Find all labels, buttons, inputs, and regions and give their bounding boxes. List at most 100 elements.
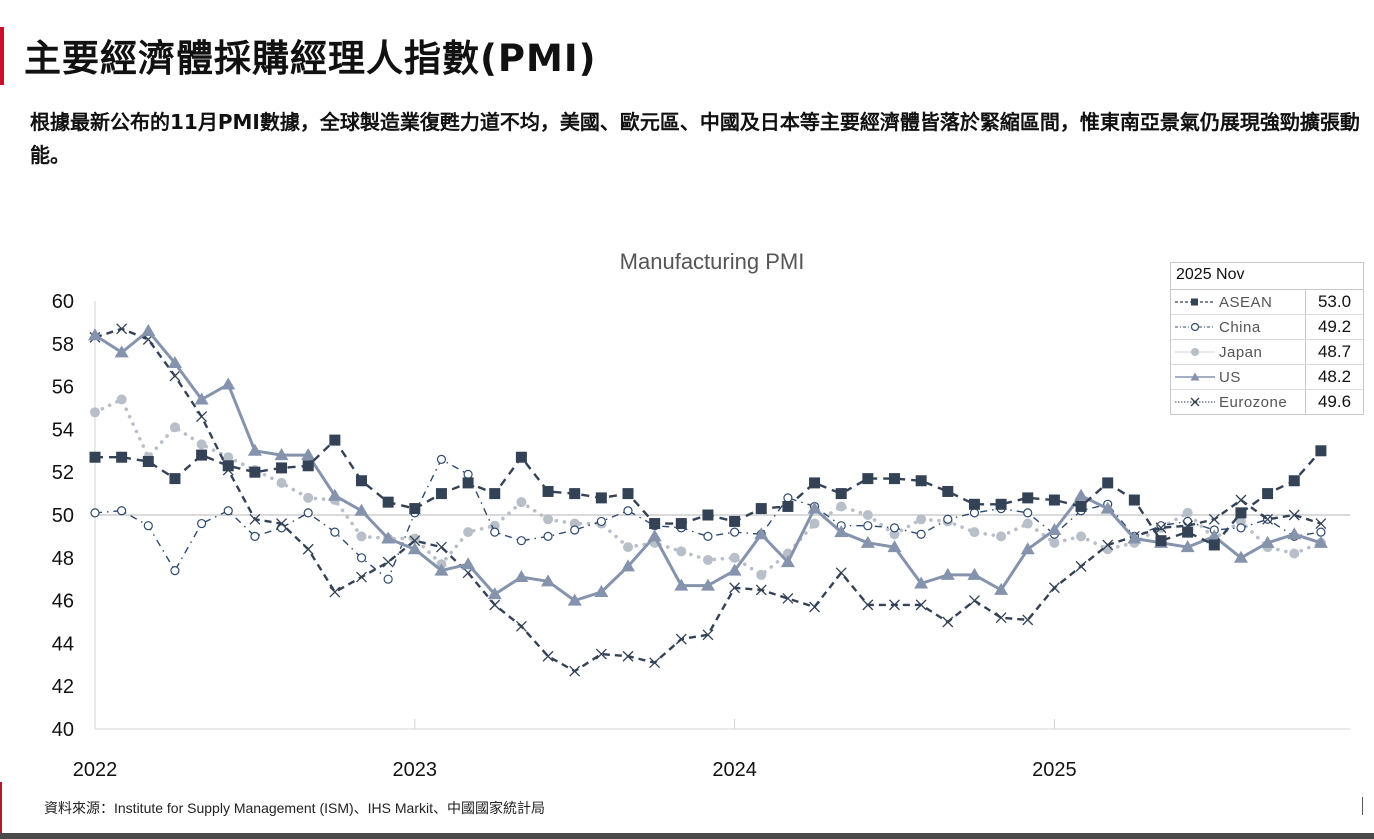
data-point-japan: [702, 554, 713, 565]
data-point-china: [943, 514, 953, 524]
legend-label: Japan: [1219, 343, 1263, 361]
data-point-asean: [89, 451, 101, 463]
data-point-asean: [435, 488, 447, 500]
series-line-eurozone: [94, 327, 1322, 673]
data-point-us: [1313, 535, 1328, 548]
data-point-japan: [409, 533, 420, 544]
summary-text: 根據最新公布的11月PMI數據，全球製造業復甦力道不均，美國、歐元區、中國及日本…: [30, 110, 1360, 167]
data-point-us: [514, 570, 529, 583]
data-point-japan: [836, 501, 847, 512]
data-point-japan: [996, 531, 1007, 542]
data-point-eurozone: [968, 595, 980, 607]
data-point-eurozone: [1262, 513, 1274, 525]
data-point-asean: [622, 488, 634, 500]
data-point-us: [381, 531, 396, 544]
data-point-asean: [542, 485, 554, 497]
data-point-japan: [1235, 516, 1246, 527]
data-point-eurozone: [995, 612, 1007, 624]
legend-value: 49.6: [1305, 390, 1363, 414]
data-point-eurozone: [1208, 513, 1220, 525]
data-point-us: [860, 535, 875, 548]
data-point-us: [594, 585, 609, 598]
data-point-asean: [489, 488, 501, 500]
legend-row-eurozone: Eurozone 49.6: [1171, 389, 1363, 414]
data-point-china: [463, 469, 473, 479]
data-point-asean: [515, 451, 527, 463]
data-point-japan: [676, 546, 687, 557]
data-point-asean: [169, 473, 181, 485]
y-tick-label: 48: [52, 548, 74, 570]
data-point-us: [887, 540, 902, 553]
data-point-asean: [569, 488, 581, 500]
x-tick-label: 2022: [73, 759, 118, 781]
data-point-asean: [1262, 488, 1274, 500]
data-point-eurozone: [329, 586, 341, 598]
data-point-eurozone: [675, 633, 687, 645]
data-point-us: [647, 529, 662, 542]
data-point-us: [327, 488, 342, 501]
data-point-us: [114, 345, 129, 358]
us-marker-icon: [1175, 372, 1215, 381]
data-point-asean: [595, 492, 607, 504]
data-point-china: [303, 508, 313, 518]
data-point-china: [436, 454, 447, 464]
data-point-china: [197, 518, 207, 529]
data-point-us: [167, 356, 182, 369]
data-point-japan: [543, 514, 554, 525]
data-point-china: [223, 506, 233, 516]
pmi-line-chart: Manufacturing PMI 60 58 56 54 52 50 48 46 44 42 40…: [52, 249, 1350, 781]
data-point-asean: [329, 434, 341, 446]
bottom-bar: [0, 833, 1374, 839]
data-point-china: [1316, 527, 1326, 537]
data-point-eurozone: [382, 556, 394, 568]
data-point-eurozone: [1075, 560, 1087, 572]
legend-row-us: US 48.2: [1171, 364, 1363, 389]
data-point-japan: [1049, 537, 1060, 548]
data-point-us: [1127, 531, 1142, 544]
data-point-us: [994, 582, 1009, 595]
data-point-eurozone: [782, 593, 794, 604]
data-point-us: [434, 563, 449, 576]
legend-value: 49.2: [1305, 315, 1363, 339]
data-point-japan: [756, 569, 767, 580]
data-point-us: [967, 567, 982, 580]
data-point-china: [143, 521, 153, 531]
data-point-eurozone: [249, 513, 261, 525]
data-point-japan: [889, 529, 900, 540]
data-point-us: [1020, 542, 1035, 555]
data-point-asean: [702, 509, 714, 521]
legend-row-asean: ASEAN 53.0: [1171, 290, 1363, 314]
data-point-japan: [569, 518, 580, 529]
legend-row-china: China 49.2: [1171, 314, 1363, 339]
data-point-us: [754, 527, 769, 540]
legend-row-japan: Japan 48.7: [1171, 339, 1363, 364]
data-point-china: [729, 527, 740, 537]
data-point-asean: [968, 498, 980, 510]
data-point-us: [1260, 535, 1275, 548]
data-point-japan: [729, 552, 740, 563]
data-point-japan: [90, 407, 100, 418]
data-point-eurozone: [1315, 518, 1327, 530]
data-point-eurozone: [409, 535, 421, 547]
data-point-us: [194, 392, 209, 405]
data-point-asean: [409, 503, 421, 515]
data-point-eurozone: [915, 599, 927, 611]
y-tick-label: 60: [52, 291, 74, 313]
data-point-us: [807, 501, 822, 514]
data-point-us: [221, 377, 236, 390]
data-point-asean: [356, 475, 367, 487]
legend-label: ASEAN: [1219, 293, 1273, 311]
data-point-china: [117, 506, 127, 516]
x-tick-label: 2024: [712, 759, 757, 781]
data-point-china: [383, 574, 393, 584]
data-point-japan: [1076, 531, 1087, 542]
data-point-asean: [142, 456, 154, 467]
data-point-eurozone: [1235, 494, 1247, 506]
data-point-eurozone: [435, 541, 447, 553]
data-point-us: [301, 448, 316, 461]
data-point-china: [170, 566, 180, 576]
data-point-eurozone: [196, 411, 208, 423]
data-point-eurozone: [702, 629, 714, 641]
data-point-us: [700, 578, 715, 591]
data-point-japan: [196, 439, 207, 450]
